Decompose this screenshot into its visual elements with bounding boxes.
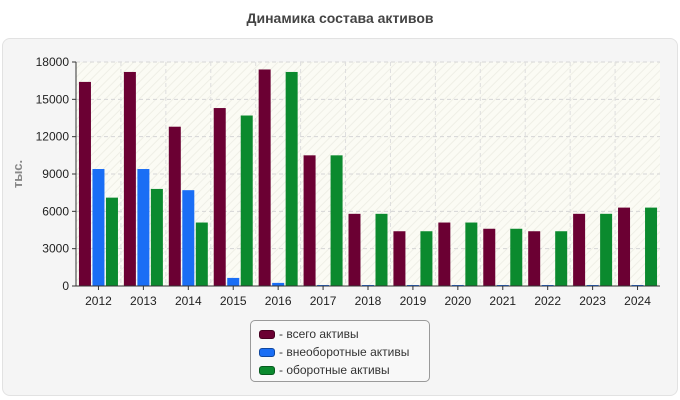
bar-series-0-2024 bbox=[618, 207, 631, 286]
bar-series-1-2016 bbox=[272, 282, 285, 286]
x-tick-label: 2021 bbox=[489, 294, 516, 308]
legend-item-total: - всего активы bbox=[259, 325, 429, 343]
bar-series-2-2024 bbox=[645, 207, 658, 286]
x-tick-label: 2018 bbox=[355, 294, 382, 308]
y-tick-label: 15000 bbox=[36, 92, 70, 106]
bar-series-2-2022 bbox=[555, 231, 568, 286]
bar-series-2-2021 bbox=[510, 228, 523, 286]
bar-series-2-2019 bbox=[420, 231, 433, 286]
bar-series-2-2012 bbox=[105, 197, 118, 286]
bar-series-0-2022 bbox=[528, 231, 541, 286]
bar-series-2-2017 bbox=[330, 155, 343, 286]
y-tick-label: 6000 bbox=[42, 204, 69, 218]
bar-series-1-2014 bbox=[182, 190, 195, 286]
legend-swatch-current bbox=[259, 365, 275, 375]
x-tick-label: 2022 bbox=[534, 294, 561, 308]
legend-label-noncurrent: - внеоборотные активы bbox=[279, 345, 410, 359]
y-tick-label: 0 bbox=[62, 279, 69, 293]
bar-series-2-2014 bbox=[195, 222, 208, 286]
bar-series-0-2017 bbox=[303, 155, 316, 286]
bar-series-2-2020 bbox=[465, 222, 478, 286]
x-tick-label: 2019 bbox=[400, 294, 427, 308]
x-tick-label: 2024 bbox=[624, 294, 651, 308]
bar-series-0-2013 bbox=[123, 71, 136, 286]
x-tick-label: 2015 bbox=[220, 294, 247, 308]
y-tick-label: 9000 bbox=[42, 167, 69, 181]
bar-series-2-2015 bbox=[240, 115, 253, 286]
bar-series-2-2023 bbox=[600, 213, 613, 286]
bar-series-0-2021 bbox=[483, 228, 496, 286]
bar-series-0-2023 bbox=[573, 213, 586, 286]
bar-series-0-2014 bbox=[168, 126, 181, 286]
legend: - всего активы - внеоборотные активы - о… bbox=[250, 320, 430, 382]
y-tick-label: 18000 bbox=[36, 55, 70, 69]
x-tick-label: 2014 bbox=[175, 294, 202, 308]
x-tick-label: 2012 bbox=[85, 294, 112, 308]
x-tick-label: 2017 bbox=[310, 294, 337, 308]
legend-label-current: - оборотные активы bbox=[279, 363, 390, 377]
bar-series-2-2016 bbox=[285, 71, 298, 286]
x-tick-label: 2013 bbox=[130, 294, 157, 308]
x-tick-label: 2016 bbox=[265, 294, 292, 308]
bar-series-1-2013 bbox=[137, 169, 150, 286]
legend-swatch-noncurrent bbox=[259, 347, 275, 357]
bar-series-2-2018 bbox=[375, 213, 388, 286]
bar-series-0-2012 bbox=[78, 81, 91, 287]
x-tick-label: 2023 bbox=[579, 294, 606, 308]
y-axis-label: тыс. bbox=[10, 160, 25, 188]
legend-item-noncurrent: - внеоборотные активы bbox=[259, 343, 429, 361]
legend-item-current: - оборотные активы bbox=[259, 361, 429, 379]
bar-series-0-2016 bbox=[258, 69, 271, 286]
bar-series-0-2015 bbox=[213, 108, 226, 287]
legend-swatch-total bbox=[259, 329, 275, 339]
bar-series-0-2018 bbox=[348, 213, 361, 286]
bar-series-0-2020 bbox=[438, 222, 451, 286]
bar-series-1-2012 bbox=[92, 169, 105, 286]
chart-title: Динамика состава активов bbox=[246, 10, 434, 26]
y-tick-label: 12000 bbox=[36, 130, 70, 144]
x-tick-label: 2020 bbox=[444, 294, 471, 308]
bar-series-0-2019 bbox=[393, 231, 406, 286]
legend-label-total: - всего активы bbox=[279, 327, 359, 341]
bar-series-2-2013 bbox=[150, 188, 163, 286]
y-tick-label: 3000 bbox=[42, 242, 69, 256]
bar-series-1-2015 bbox=[227, 277, 240, 286]
